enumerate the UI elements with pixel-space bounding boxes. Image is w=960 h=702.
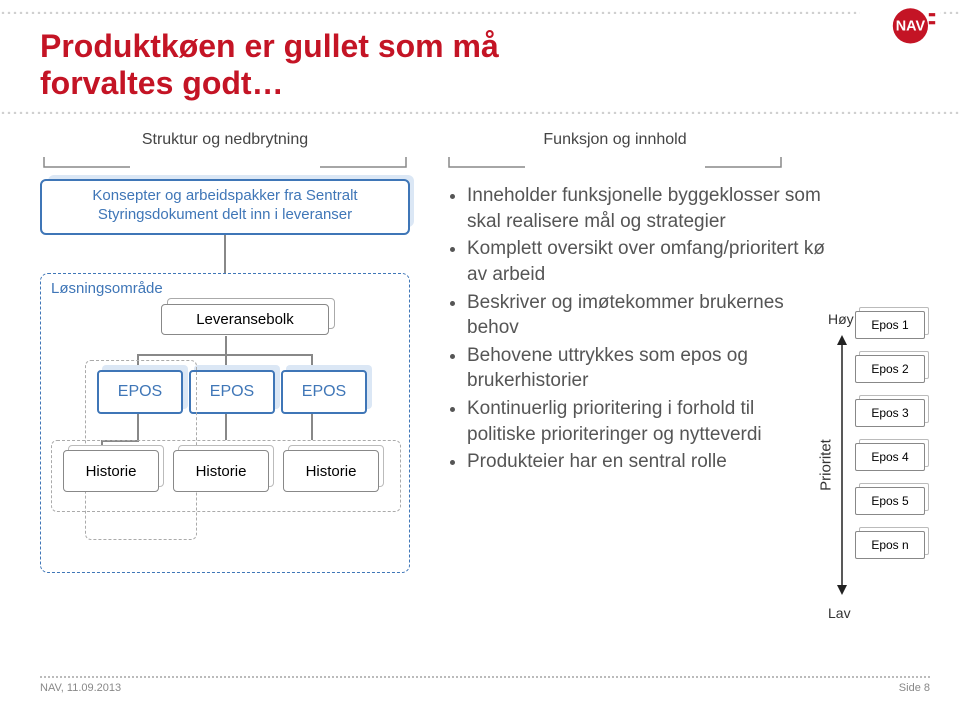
nav-logo: NAV (860, 0, 940, 55)
priority-item: Epos 5 (855, 487, 925, 515)
divider-top (0, 10, 960, 14)
bullet-item: Beskriver og imøtekommer brukernes behov (467, 290, 825, 341)
bullet-item: Kontinuerlig prioritering i forhold til … (467, 396, 825, 447)
priority-item: Epos 2 (855, 355, 925, 383)
historie-label: Historie (173, 450, 269, 492)
bullet-item: Produkteier har en sentral rolle (467, 449, 825, 475)
priority-item: Epos n (855, 531, 925, 559)
priority-item-label: Epos 3 (855, 399, 925, 427)
bullet-column: Inneholder funksjonelle byggeklosser som… (445, 135, 825, 477)
priority-item: Epos 3 (855, 399, 925, 427)
priority-item-label: Epos n (855, 531, 925, 559)
priority-item: Epos 4 (855, 443, 925, 471)
leveransebolk-label: Leveransebolk (161, 304, 329, 335)
konsepter-line2: Styringsdokument delt inn i leveranser (52, 206, 398, 225)
priority-high-label: Høy (828, 311, 854, 327)
bullet-item: Inneholder funksjonelle byggeklosser som… (467, 183, 825, 234)
left-diagram: Konsepter og arbeidspakker fra Sentralt … (40, 135, 410, 590)
priority-low-label: Lav (828, 605, 851, 621)
divider-mid (0, 110, 960, 114)
priority-item-label: Epos 4 (855, 443, 925, 471)
priority-item-label: Epos 5 (855, 487, 925, 515)
priority-item-label: Epos 1 (855, 311, 925, 339)
priority-axis-label: Prioritet (817, 439, 834, 491)
content-area: Struktur og nedbrytning Funksjon og innh… (40, 135, 930, 662)
priority-stack: Epos 1 Epos 2 Epos 3 Epos 4 Epos 5 Epos … (855, 311, 925, 575)
losningsomrade-box: Løsningsområde Leveransebolk EPOS EPOS E… (40, 273, 410, 573)
slide-footer: NAV, 11.09.2013 Side 8 (40, 676, 930, 694)
historie-label: Historie (283, 450, 379, 492)
historie-box-2: Historie (173, 450, 269, 492)
epos-label: EPOS (189, 370, 275, 414)
konsepter-box: Konsepter og arbeidspakker fra Sentralt … (40, 179, 410, 235)
footer-right: Side 8 (899, 682, 930, 694)
priority-column: Høy Lav Prioritet Epos 1 Epos 2 Epos 3 E… (810, 305, 930, 625)
connector-eh-2 (225, 414, 227, 440)
leveransebolk-box: Leveransebolk (161, 304, 329, 335)
connector-top (224, 235, 226, 273)
priority-item-label: Epos 2 (855, 355, 925, 383)
footer-left: NAV, 11.09.2013 (40, 682, 121, 694)
historie-box-1: Historie (63, 450, 159, 492)
epos-box-3: EPOS (281, 370, 367, 414)
svg-text:NAV: NAV (896, 19, 926, 35)
connector-eh-3 (311, 414, 313, 440)
historie-box-3: Historie (283, 450, 379, 492)
epos-box-2: EPOS (189, 370, 275, 414)
connector-lev (225, 336, 227, 354)
bullet-item: Behovene uttrykkes som epos og brukerhis… (467, 343, 825, 394)
konsepter-line1: Konsepter og arbeidspakker fra Sentralt (52, 187, 398, 206)
slide-title: Produktkøen er gullet som må forvaltes g… (40, 28, 640, 102)
bullet-item: Komplett oversikt over omfang/prioritert… (467, 236, 825, 287)
losningsomrade-label: Løsningsområde (51, 280, 163, 297)
historie-label: Historie (63, 450, 159, 492)
bullet-list: Inneholder funksjonelle byggeklosser som… (445, 183, 825, 475)
priority-arrow (835, 335, 849, 595)
epos-label: EPOS (281, 370, 367, 414)
priority-item: Epos 1 (855, 311, 925, 339)
